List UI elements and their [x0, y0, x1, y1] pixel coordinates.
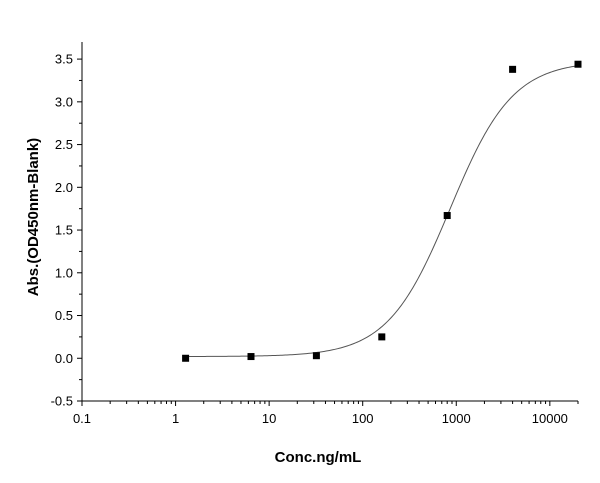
- y-axis-label: Abs.(OD450nm-Blank): [25, 138, 42, 296]
- x-tick-label: 100: [352, 411, 374, 426]
- y-tick-label: 2.0: [55, 180, 73, 195]
- fit-curve: [185, 65, 579, 357]
- data-point: [247, 353, 255, 361]
- y-tick-label: 3.0: [55, 94, 73, 109]
- data-points: [182, 60, 582, 362]
- y-tick-label: 1.0: [55, 265, 73, 280]
- y-tick-label: 3.5: [55, 52, 73, 67]
- data-point: [378, 333, 386, 341]
- y-axis-ticks: -0.5 0.0 0.5 1.0 1.5 2.0 2.5 3.0 3.5: [51, 52, 82, 409]
- data-point: [312, 352, 320, 360]
- y-tick-label: 1.5: [55, 223, 73, 238]
- y-tick-label: -0.5: [51, 394, 73, 409]
- data-point: [574, 60, 582, 68]
- x-tick-label: 1000: [442, 411, 471, 426]
- x-tick-label: 10: [262, 411, 276, 426]
- y-tick-label: 2.5: [55, 137, 73, 152]
- x-tick-label: 10000: [532, 411, 568, 426]
- y-tick-label: 0.0: [55, 351, 73, 366]
- data-point: [443, 212, 451, 220]
- x-axis-label: Conc.ng/mL: [275, 449, 362, 466]
- y-tick-label: 0.5: [55, 308, 73, 323]
- axes: [81, 42, 578, 402]
- x-axis-ticks: 0.1 1 10 100 1000 10000: [73, 401, 579, 426]
- x-tick-label: 1: [172, 411, 179, 426]
- data-point: [509, 65, 517, 73]
- x-tick-label: 0.1: [73, 411, 91, 426]
- data-point: [182, 354, 190, 362]
